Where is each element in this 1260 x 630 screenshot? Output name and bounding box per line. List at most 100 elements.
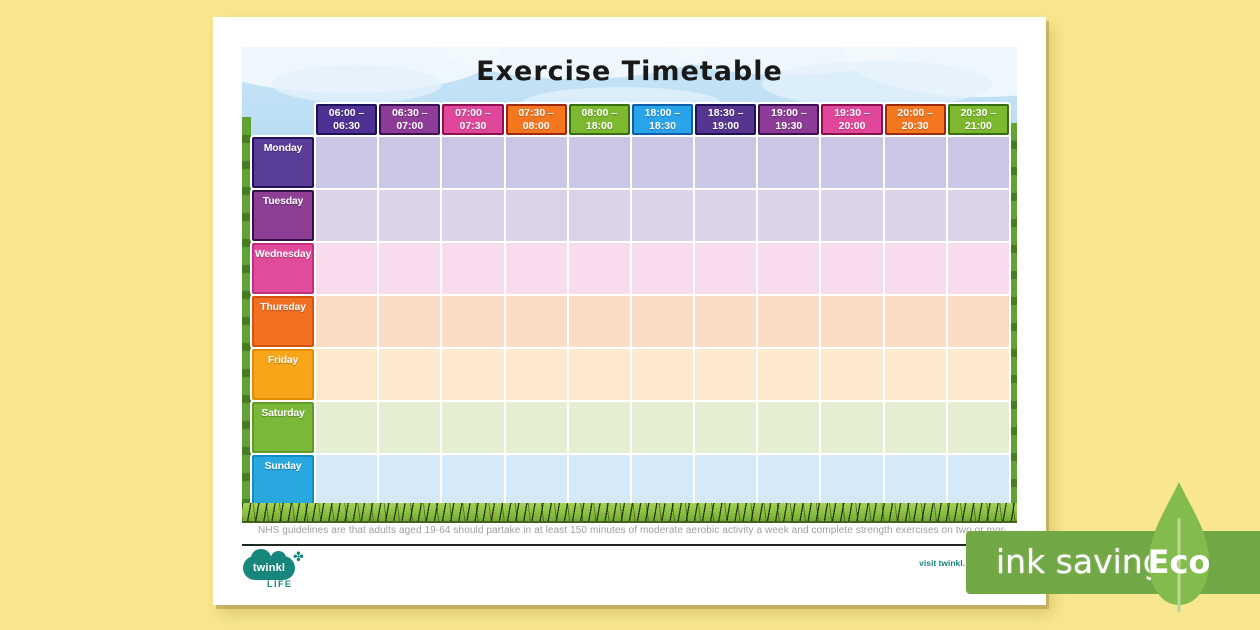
timetable-cell (758, 349, 820, 400)
timetable-cell (316, 137, 378, 188)
time-slot-header-10: 20:30 –21:00 (947, 104, 1009, 135)
timetable-cell (884, 190, 946, 241)
grass-decoration (242, 503, 1017, 523)
timetable-cell (758, 402, 820, 453)
time-slot-line1: 07:30 – (518, 107, 554, 119)
time-slot-header-7: 19:00 –19:30 (758, 104, 820, 135)
timetable-cell (947, 296, 1009, 347)
timetable-cell (758, 296, 820, 347)
timetable-cell (884, 455, 946, 506)
time-slot-line2: 20:00 (838, 119, 866, 132)
timetable-cell (316, 296, 378, 347)
timetable-cell (821, 296, 883, 347)
timetable-cell (695, 190, 757, 241)
timetable-cell (631, 402, 694, 453)
timetable-cell (947, 455, 1009, 506)
eco-label: Eco (1147, 543, 1211, 581)
day-label-monday: Monday (252, 137, 314, 188)
timetable-cell (505, 296, 567, 347)
time-slot-line2: 21:00 (964, 119, 992, 132)
timetable-cell (316, 402, 378, 453)
timetable-cell (568, 349, 630, 400)
tree-strip-left (242, 117, 251, 505)
timetable-cell (442, 243, 504, 294)
timetable-cell (947, 190, 1009, 241)
timetable-cell (568, 402, 630, 453)
timetable-cell (884, 243, 946, 294)
time-slot-line2: 08:00 (522, 119, 550, 132)
time-slot-header-2: 07:00 –07:30 (442, 104, 504, 135)
timetable-cell (884, 349, 946, 400)
time-slot-header-1: 06:30 –07:00 (379, 104, 441, 135)
time-slot-header-6: 18:30 –19:00 (695, 104, 757, 135)
time-slot-line2: 07:00 (396, 119, 424, 132)
nhs-guidelines-note: NHS guidelines are that adults aged 19-6… (258, 525, 1005, 536)
cloud-icon (762, 61, 992, 107)
timetable-cell (505, 190, 567, 241)
timetable-cell (568, 243, 630, 294)
timetable-cell (821, 190, 883, 241)
timetable-cell (505, 402, 567, 453)
timetable-cell (568, 190, 630, 241)
timetable-cell (505, 349, 567, 400)
logo-cloud-icon: twinkl (243, 549, 295, 580)
time-slot-header-4: 08:00 –18:00 (568, 104, 630, 135)
logo-sub-text: LIFE (267, 579, 293, 589)
timetable-cell (695, 296, 757, 347)
timetable-cell (568, 137, 630, 188)
day-label-wednesday: Wednesday (252, 243, 314, 294)
timetable-grid: 06:00 –06:30 06:30 –07:00 07:00 –07:30 07:3… (252, 104, 1009, 506)
timetable-cell (695, 402, 757, 453)
timetable-cell (505, 455, 567, 506)
sparkle-icon: ✤ (293, 549, 304, 564)
timetable-cell (505, 243, 567, 294)
day-label-tuesday: Tuesday (252, 190, 314, 241)
day-label-saturday: Saturday (252, 402, 314, 453)
day-label-friday: Friday (252, 349, 314, 400)
time-slot-line2: 07:30 (459, 119, 487, 132)
time-slot-line1: 18:00 – (644, 107, 681, 119)
time-slot-line2: 18:00 (585, 119, 613, 132)
eco-leaf-icon (1149, 482, 1209, 612)
timetable-cell (316, 190, 378, 241)
logo-brand-text: twinkl (252, 562, 286, 574)
timetable-cell (758, 190, 820, 241)
timetable-cell (758, 137, 820, 188)
time-slot-line1: 20:30 – (960, 107, 997, 119)
tree-strip-right (1007, 123, 1017, 505)
timetable-cell (631, 137, 694, 188)
timetable-cell (442, 190, 504, 241)
timetable-cell (631, 455, 694, 506)
timetable-cell (631, 296, 694, 347)
timetable-cell (631, 190, 694, 241)
time-slot-line2: 19:30 (775, 119, 803, 132)
time-slot-header-5: 18:00 –18:30 (631, 104, 694, 135)
worksheet-page: Exercise Timetable 06:00 –06:30 06:30 –07… (213, 17, 1046, 605)
timetable-cell (695, 243, 757, 294)
visit-link-text: visit twinkl. (919, 558, 965, 568)
timetable-cell (316, 243, 378, 294)
time-slot-line2: 18:30 (649, 119, 676, 132)
day-label-sunday: Sunday (252, 455, 314, 506)
timetable-cell (821, 402, 883, 453)
time-slot-line2: 19:00 (712, 119, 740, 132)
timetable-cell (631, 349, 694, 400)
timetable-cell (821, 349, 883, 400)
timetable-cell (884, 137, 946, 188)
time-slot-line1: 06:00 – (328, 107, 365, 119)
cloud-icon (272, 65, 442, 103)
timetable-cell (379, 137, 441, 188)
time-slot-header-0: 06:00 –06:30 (316, 104, 378, 135)
time-slot-line1: 19:30 – (834, 107, 870, 119)
ink-saving-badge: ink saving (966, 531, 1260, 594)
timetable-cell (379, 243, 441, 294)
timetable-cell (379, 402, 441, 453)
timetable-cell (947, 349, 1009, 400)
timetable-cell (947, 402, 1009, 453)
time-slot-line2: 20:30 (901, 119, 929, 132)
time-slot-line1: 19:00 – (771, 107, 807, 119)
page-title: Exercise Timetable (476, 56, 783, 87)
timetable-cell (821, 455, 883, 506)
timetable-cell (379, 190, 441, 241)
